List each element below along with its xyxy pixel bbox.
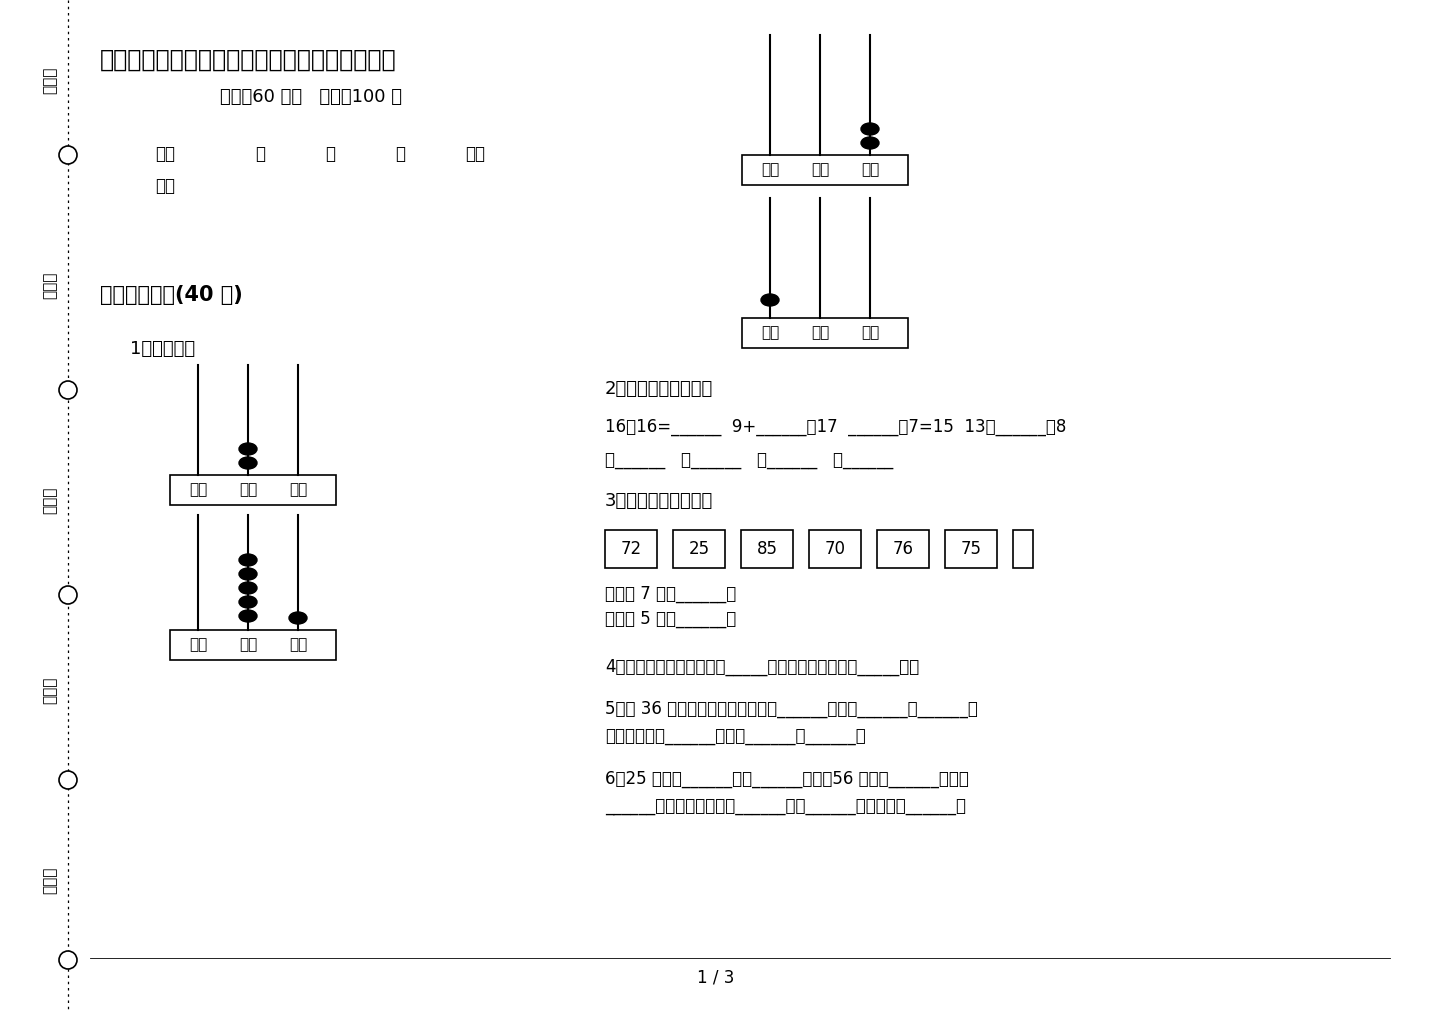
Text: 三: 三 [396, 145, 406, 163]
Bar [742, 155, 909, 185]
Text: 70: 70 [824, 540, 845, 558]
Text: 72: 72 [620, 540, 642, 558]
Text: ______个一，相减后差有______个十______个一，即是______。: ______个一，相减后差有______个十______个一，即是______。 [605, 798, 966, 816]
Ellipse shape [239, 443, 257, 455]
Text: 二: 二 [325, 145, 335, 163]
Text: 十位: 十位 [811, 163, 830, 178]
Text: 学校：: 学校： [43, 866, 57, 894]
Text: 16－16=______  9+______＝17  ______－7=15  13－______＝8: 16－16=______ 9+______＝17 ______－7=15 13－… [605, 418, 1066, 436]
Text: 十位: 十位 [811, 326, 830, 341]
Text: 4．一个数从右往左数，第_____位是个位，第三位是_____位。: 4．一个数从右往左数，第_____位是个位，第三位是_____位。 [605, 658, 919, 676]
Bar [944, 530, 997, 568]
Text: 1 / 3: 1 / 3 [698, 969, 735, 987]
Bar [171, 475, 335, 506]
Bar [742, 318, 909, 348]
Text: 部编人教版一年级下学期数学综合混合期末试卷: 部编人教版一年级下学期数学综合混合期末试卷 [100, 48, 397, 72]
Ellipse shape [861, 123, 878, 135]
Circle shape [59, 381, 77, 399]
Ellipse shape [239, 554, 257, 566]
Text: 求______   求______   求______   求______: 求______ 求______ 求______ 求______ [605, 452, 893, 470]
Text: 班级：: 班级： [43, 676, 57, 704]
Text: 十位: 十位 [239, 638, 257, 652]
Ellipse shape [239, 457, 257, 469]
Text: 百位: 百位 [761, 163, 780, 178]
Text: 总分: 总分 [464, 145, 484, 163]
Text: 十位上的数是______，表示______个______。: 十位上的数是______，表示______个______。 [605, 728, 866, 746]
Text: 5．在 36 这个数中，个位上的数是______，表示______个______；: 5．在 36 这个数中，个位上的数是______，表示______个______… [605, 700, 977, 718]
Ellipse shape [239, 610, 257, 622]
Text: 个位是 5 的数______。: 个位是 5 的数______。 [605, 610, 737, 628]
Ellipse shape [761, 294, 780, 306]
Text: 百位: 百位 [761, 326, 780, 341]
Text: 25: 25 [688, 540, 709, 558]
Text: 76: 76 [893, 540, 913, 558]
Ellipse shape [239, 568, 257, 580]
Text: 75: 75 [960, 540, 982, 558]
Circle shape [59, 586, 77, 604]
Bar [674, 530, 725, 568]
Text: 个位: 个位 [861, 163, 878, 178]
Bar [877, 530, 929, 568]
Text: 85: 85 [757, 540, 778, 558]
Text: 1．看图写数: 1．看图写数 [130, 340, 195, 358]
Text: 时间：60 分钟   满分：100 分: 时间：60 分钟 满分：100 分 [221, 88, 403, 106]
Bar [810, 530, 861, 568]
Text: 十位: 十位 [239, 482, 257, 497]
Text: 考场：: 考场： [43, 271, 57, 298]
Circle shape [59, 146, 77, 164]
Circle shape [59, 951, 77, 969]
Bar [1013, 530, 1033, 568]
Ellipse shape [861, 137, 878, 149]
Text: 题号: 题号 [155, 145, 175, 163]
Ellipse shape [289, 612, 307, 624]
Text: 百位: 百位 [189, 482, 208, 497]
Text: 考号：: 考号： [43, 67, 57, 94]
Text: 3．选一选，填一填。: 3．选一选，填一填。 [605, 492, 714, 510]
Text: 个位: 个位 [861, 326, 878, 341]
Text: 姓名：: 姓名： [43, 486, 57, 514]
Bar [171, 630, 335, 660]
Text: 百位: 百位 [189, 638, 208, 652]
Ellipse shape [239, 596, 257, 608]
Text: 得分: 得分 [155, 177, 175, 195]
Text: 个位: 个位 [289, 482, 307, 497]
Text: 6．25 里面有______个十______个一，56 里面有______个十和: 6．25 里面有______个十______个一，56 里面有______个十和 [605, 770, 969, 788]
Text: 个位: 个位 [289, 638, 307, 652]
Bar [605, 530, 656, 568]
Text: 2．算一算，填一填：: 2．算一算，填一填： [605, 380, 714, 398]
Text: 一: 一 [255, 145, 265, 163]
Bar [741, 530, 792, 568]
Circle shape [59, 771, 77, 789]
Text: 十位是 7 的数______；: 十位是 7 的数______； [605, 585, 737, 603]
Text: 一、基础练习(40 分): 一、基础练习(40 分) [100, 285, 242, 305]
Ellipse shape [239, 582, 257, 594]
